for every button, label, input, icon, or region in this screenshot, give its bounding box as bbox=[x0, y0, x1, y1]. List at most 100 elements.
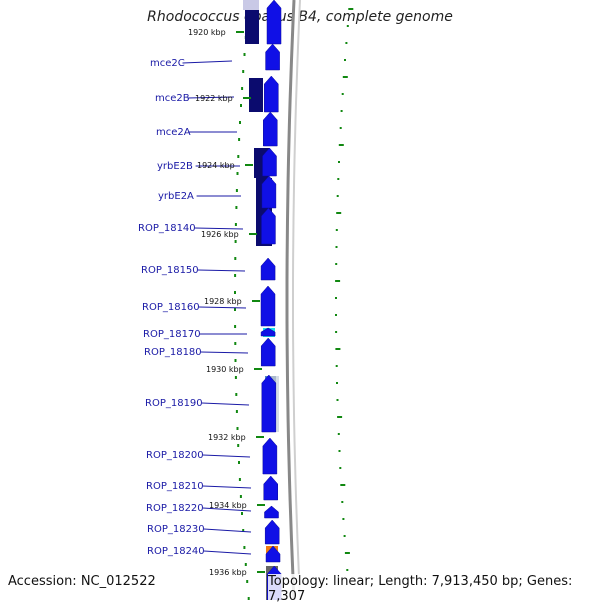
cds-arrow[interactable] bbox=[260, 285, 276, 327]
gene-label-ROP_18240[interactable]: ROP_18240 bbox=[147, 546, 205, 557]
gene-label-connector bbox=[198, 306, 247, 309]
kbp-tick bbox=[245, 164, 253, 166]
cds-arrow[interactable] bbox=[265, 43, 280, 71]
gene-label-ROP_18160[interactable]: ROP_18160 bbox=[142, 302, 200, 313]
tick-dot bbox=[234, 325, 237, 328]
outer-tick-dot bbox=[345, 42, 348, 44]
cds-arrow[interactable] bbox=[261, 207, 276, 245]
kbp-tick bbox=[236, 31, 244, 33]
cds-arrow[interactable] bbox=[263, 475, 278, 501]
cds-arrow[interactable] bbox=[260, 327, 276, 337]
tick-dot bbox=[234, 257, 237, 260]
kbp-label: 1922 kbp bbox=[195, 94, 233, 103]
cds-arrow[interactable] bbox=[264, 519, 280, 545]
outer-tick-dot bbox=[335, 348, 341, 350]
gene-label-connector bbox=[194, 227, 244, 230]
gene-label-ROP_18190[interactable]: ROP_18190 bbox=[145, 398, 203, 409]
outer-tick-dot bbox=[344, 59, 346, 61]
tick-dot bbox=[234, 274, 237, 277]
tick-dot bbox=[236, 172, 239, 175]
cds-arrow[interactable] bbox=[266, 0, 282, 45]
gene-labels[interactable]: mce2C mce2B mce2A yrbE2B yrbE2A ROP_18140 ROP_… bbox=[138, 58, 252, 557]
gene-label-ROP_18210[interactable]: ROP_18210 bbox=[146, 481, 204, 492]
kbp-labels: 1920 kbp 1922 kbp 1924 kbp 1926 kbp 1928 kbp… bbox=[188, 28, 265, 577]
outer-tick-dot bbox=[348, 8, 354, 10]
cds-arrow[interactable] bbox=[260, 257, 276, 281]
cds-arrow[interactable] bbox=[264, 75, 279, 113]
feature-block bbox=[245, 10, 259, 44]
kbp-label: 1924 kbp bbox=[197, 161, 235, 170]
outer-tick-dot bbox=[335, 331, 338, 333]
kbp-tick bbox=[256, 436, 264, 438]
accession-text: Accession: NC_012522 bbox=[8, 574, 156, 589]
gene-label-ROP_18150[interactable]: ROP_18150 bbox=[141, 265, 199, 276]
cds-arrow[interactable] bbox=[261, 374, 277, 433]
cds-arrow[interactable] bbox=[263, 111, 278, 147]
tick-dot bbox=[235, 410, 238, 413]
gene-label-yrbE2B[interactable]: yrbE2B bbox=[157, 161, 193, 172]
tick-dot bbox=[243, 53, 246, 56]
tick-dot bbox=[234, 359, 237, 362]
tick-dot bbox=[234, 291, 236, 294]
cds-arrow[interactable] bbox=[262, 437, 278, 475]
outer-tick-dot bbox=[343, 535, 346, 537]
gene-label-ROP_18140[interactable]: ROP_18140 bbox=[138, 223, 196, 234]
tick-dot bbox=[241, 512, 243, 515]
outer-tick-dot bbox=[335, 314, 337, 316]
gene-label-yrbE2A[interactable]: yrbE2A bbox=[158, 191, 194, 202]
tick-dot bbox=[235, 206, 238, 209]
gene-label-connector bbox=[187, 96, 235, 99]
outer-tick-dot bbox=[342, 518, 345, 520]
outer-tick-dots bbox=[335, 8, 354, 571]
cds-arrow[interactable] bbox=[261, 175, 277, 209]
outer-tick-dot bbox=[341, 93, 344, 95]
kbp-label: 1928 kbp bbox=[204, 297, 242, 306]
tick-dot bbox=[234, 376, 237, 379]
tick-dot bbox=[238, 478, 241, 481]
outer-tick-dot bbox=[338, 144, 344, 146]
outer-tick-dot bbox=[339, 467, 342, 469]
tick-dot bbox=[236, 427, 239, 430]
cds-arrow[interactable] bbox=[260, 337, 276, 367]
tick-dot bbox=[247, 597, 250, 600]
kbp-tick bbox=[254, 368, 262, 370]
kbp-label: 1930 kbp bbox=[206, 365, 244, 374]
outer-tick-dot bbox=[346, 569, 349, 571]
tick-dot bbox=[240, 104, 242, 107]
gene-label-mce2C[interactable]: mce2C bbox=[150, 58, 185, 69]
gene-label-mce2A[interactable]: mce2A bbox=[156, 127, 191, 138]
gene-label-ROP_18230[interactable]: ROP_18230 bbox=[147, 524, 205, 535]
cds-arrow[interactable] bbox=[262, 147, 277, 177]
outer-tick-dot bbox=[340, 484, 346, 486]
kbp-tick bbox=[252, 300, 260, 302]
feature-block bbox=[249, 78, 263, 112]
gene-label-connector bbox=[202, 507, 252, 512]
outer-tick-dot bbox=[335, 229, 338, 231]
outer-tick-dot bbox=[340, 110, 343, 112]
kbp-label: 1934 kbp bbox=[209, 501, 247, 510]
outer-tick-dot bbox=[336, 382, 338, 384]
outer-tick-dot bbox=[336, 399, 339, 401]
kbp-label: 1926 kbp bbox=[201, 230, 239, 239]
cds-arrow[interactable] bbox=[264, 505, 279, 519]
gene-label-ROP_18220[interactable]: ROP_18220 bbox=[146, 503, 204, 514]
tick-dot bbox=[246, 580, 249, 583]
gene-label-connector bbox=[197, 269, 246, 272]
tick-dot bbox=[235, 393, 238, 396]
cds-arrows bbox=[260, 0, 282, 600]
outer-tick-dot bbox=[335, 365, 338, 367]
outer-tick-dot bbox=[344, 552, 350, 554]
gene-label-connector bbox=[200, 351, 249, 354]
gene-label-connector bbox=[202, 454, 251, 458]
tick-dot bbox=[237, 444, 240, 447]
kbp-tick bbox=[249, 233, 257, 235]
gene-label-ROP_18170[interactable]: ROP_18170 bbox=[143, 329, 201, 340]
outer-tick-dot bbox=[339, 127, 342, 129]
outer-tick-dot bbox=[338, 450, 341, 452]
cds-arrow[interactable] bbox=[265, 545, 281, 563]
gene-label-ROP_18200[interactable]: ROP_18200 bbox=[146, 450, 204, 461]
gene-label-ROP_18180[interactable]: ROP_18180 bbox=[144, 347, 202, 358]
tick-dot bbox=[242, 529, 245, 532]
gene-label-mce2B[interactable]: mce2B bbox=[155, 93, 190, 104]
